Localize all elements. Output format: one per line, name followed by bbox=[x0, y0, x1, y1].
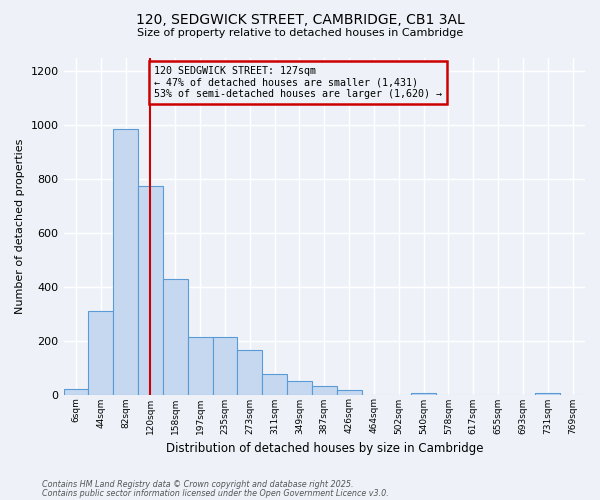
Bar bbox=[113, 129, 138, 394]
Bar bbox=[64, 389, 88, 394]
Bar bbox=[411, 393, 436, 394]
Text: Contains HM Land Registry data © Crown copyright and database right 2025.: Contains HM Land Registry data © Crown c… bbox=[42, 480, 353, 489]
Text: 120 SEDGWICK STREET: 127sqm
← 47% of detached houses are smaller (1,431)
53% of : 120 SEDGWICK STREET: 127sqm ← 47% of det… bbox=[154, 66, 442, 99]
Text: Size of property relative to detached houses in Cambridge: Size of property relative to detached ho… bbox=[137, 28, 463, 38]
X-axis label: Distribution of detached houses by size in Cambridge: Distribution of detached houses by size … bbox=[166, 442, 483, 455]
Bar bbox=[337, 390, 362, 394]
Bar bbox=[138, 186, 163, 394]
Bar bbox=[287, 381, 312, 394]
Bar bbox=[163, 278, 188, 394]
Bar bbox=[212, 336, 238, 394]
Bar bbox=[535, 393, 560, 394]
Text: Contains public sector information licensed under the Open Government Licence v3: Contains public sector information licen… bbox=[42, 488, 389, 498]
Bar bbox=[188, 336, 212, 394]
Bar bbox=[312, 386, 337, 394]
Bar bbox=[88, 311, 113, 394]
Bar bbox=[262, 374, 287, 394]
Y-axis label: Number of detached properties: Number of detached properties bbox=[15, 138, 25, 314]
Text: 120, SEDGWICK STREET, CAMBRIDGE, CB1 3AL: 120, SEDGWICK STREET, CAMBRIDGE, CB1 3AL bbox=[136, 12, 464, 26]
Bar bbox=[238, 350, 262, 395]
